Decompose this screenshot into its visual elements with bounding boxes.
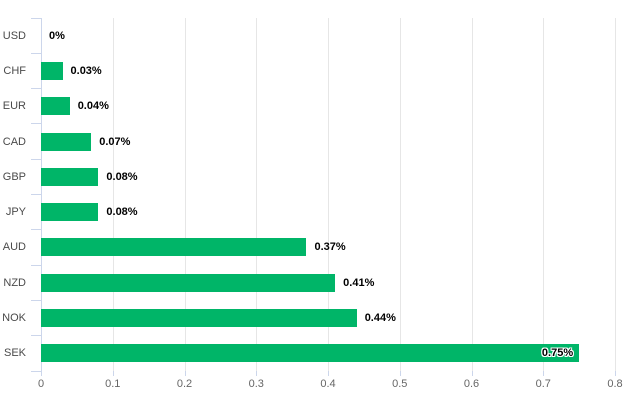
x-axis-label: 0 — [37, 378, 45, 390]
bar[interactable] — [41, 132, 92, 151]
y-axis-tick — [31, 299, 41, 301]
x-axis-tick — [112, 371, 114, 376]
value-label: 0.37% — [314, 241, 346, 254]
category-label: CHF — [3, 64, 26, 77]
gridline — [399, 18, 401, 371]
chart-row: AUD 0.37% — [3, 230, 615, 265]
value-label: 0.41% — [343, 276, 375, 289]
chart-row: NOK 0.44% — [2, 300, 615, 335]
x-axis-tick — [256, 371, 258, 376]
x-axis-tick — [543, 371, 545, 376]
x-axis-label: 0.1 — [105, 378, 121, 390]
x-axis-tick — [399, 371, 401, 376]
chart-row: NZD 0.41% — [3, 265, 615, 300]
gridline — [184, 18, 186, 371]
chart-row: EUR 0.04% — [3, 89, 615, 124]
y-axis-line — [41, 18, 42, 371]
value-label: 0.04% — [77, 100, 109, 113]
chart-row: CHF 0.03% — [3, 53, 615, 88]
x-axis-tick — [184, 371, 186, 376]
chart-row: USD 0% — [3, 18, 615, 53]
chart-row: SEK 0.75% — [4, 336, 615, 371]
y-axis-tick — [31, 194, 41, 195]
y-axis-tick — [31, 52, 41, 54]
y-axis-tick — [31, 335, 41, 337]
value-label: 0.08% — [106, 206, 138, 219]
y-axis-tick — [31, 158, 41, 160]
x-axis-label: 0.6 — [463, 378, 480, 390]
x-axis-tick — [615, 371, 616, 376]
y-axis-tick — [31, 123, 41, 125]
value-label: 0.07% — [99, 135, 131, 148]
gridline — [471, 18, 473, 371]
gridline — [328, 18, 329, 371]
y-axis-tick — [31, 264, 41, 266]
bar[interactable] — [41, 167, 99, 186]
gridline — [615, 18, 616, 371]
value-label: 0.75% — [541, 347, 574, 360]
x-axis-label: 0.7 — [535, 378, 551, 390]
y-axis-tick — [31, 17, 41, 19]
chart-row: GBP 0.08% — [3, 159, 615, 194]
value-label: 0% — [49, 29, 65, 42]
category-label: GBP — [2, 170, 26, 183]
bar[interactable] — [41, 97, 70, 116]
y-axis-tick — [31, 88, 41, 90]
value-label: 0.08% — [106, 170, 138, 183]
category-label: USD — [2, 29, 26, 42]
x-axis-tick — [471, 371, 473, 376]
y-axis-tick — [31, 229, 41, 231]
gridline — [543, 18, 545, 371]
y-axis-tick — [31, 370, 41, 372]
category-label: SEK — [3, 347, 26, 360]
chart-row: JPY 0.08% — [6, 195, 615, 230]
chart-row: CAD 0.07% — [3, 124, 615, 159]
x-axis-label: 0.4 — [320, 378, 336, 390]
x-axis-label: 0.5 — [392, 378, 408, 390]
x-axis-label: 0.8 — [607, 378, 623, 390]
gridline — [256, 18, 258, 371]
category-label: NOK — [2, 312, 26, 325]
category-label: NZD — [3, 276, 26, 289]
gridline — [112, 18, 114, 371]
category-label: JPY — [5, 206, 26, 219]
plot-area: 0 0.1 0.2 0.3 0.4 0.5 0.6 0.7 0.8 USD 0% CHF 0.03% EU… — [2, 17, 623, 390]
bar[interactable] — [41, 61, 63, 80]
category-label: EUR — [2, 100, 26, 113]
x-axis-tick — [41, 371, 42, 376]
bar[interactable] — [41, 238, 307, 257]
value-label: 0.44% — [364, 312, 396, 325]
x-axis-tick — [328, 371, 329, 376]
bar[interactable] — [41, 309, 357, 328]
bar[interactable] — [41, 273, 336, 292]
bar[interactable]: 0.75% — [41, 344, 580, 363]
value-label: 0.03% — [70, 64, 102, 77]
x-axis-label: 0.2 — [176, 378, 193, 390]
category-label: AUD — [2, 241, 26, 254]
x-axis-label: 0.3 — [248, 378, 264, 390]
bar[interactable] — [41, 203, 99, 222]
category-label: CAD — [2, 135, 26, 148]
